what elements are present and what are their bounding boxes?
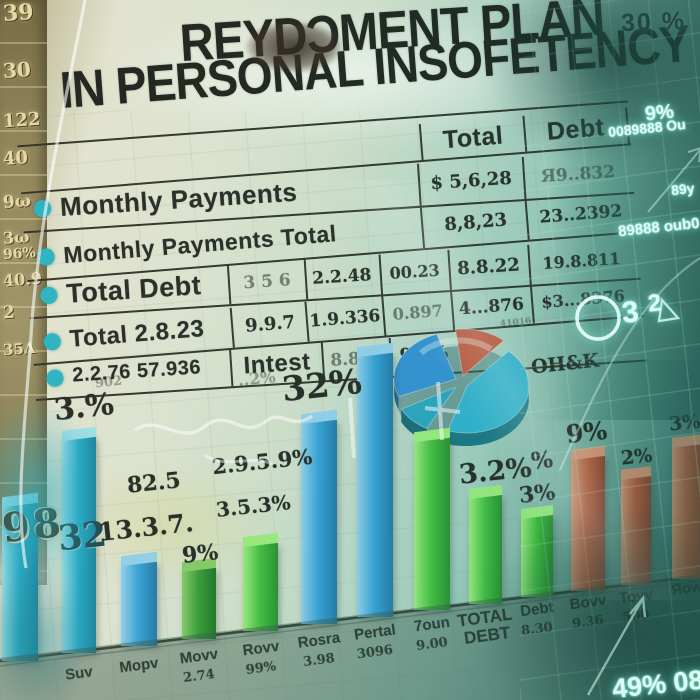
glow-text: 2 <box>646 289 663 318</box>
teal-paint-splash-2 <box>0 560 90 700</box>
glow-text: 89888 oub0 <box>617 214 700 241</box>
glow-text: 0089888 Ou <box>607 115 687 141</box>
glow-text: 3 <box>620 295 641 330</box>
bar-green <box>414 427 450 610</box>
bar-green <box>243 532 278 631</box>
title-ink-smudge <box>246 22 342 72</box>
bar-blue <box>301 409 337 624</box>
dark-corner-top-right <box>480 0 700 170</box>
bar-blue <box>121 551 157 646</box>
glow-text: 89y <box>670 179 696 199</box>
bar-green2 <box>182 557 216 639</box>
glow-text: 49% 08% <box>610 662 700 700</box>
